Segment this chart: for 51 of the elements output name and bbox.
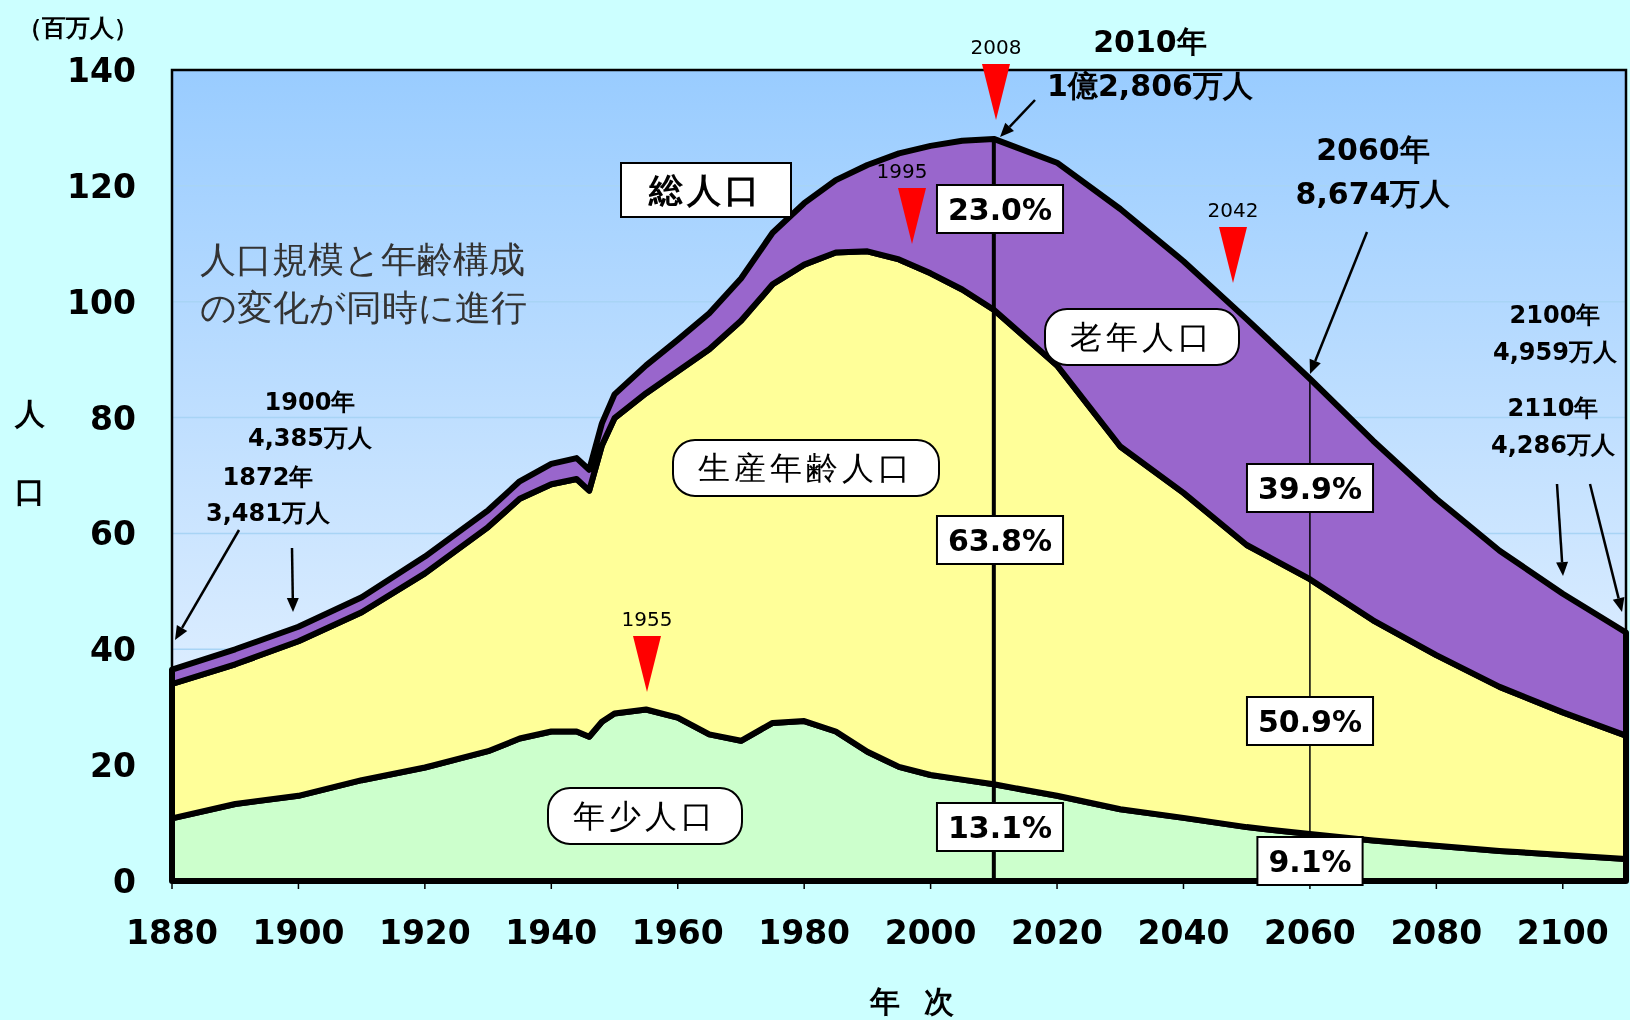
annotation: 63.8% — [947, 523, 1053, 558]
annotation: 1億2,806万人 — [1047, 68, 1254, 103]
annotation: の変化が同時に進行 — [200, 287, 527, 328]
x-axis-title: 年次 — [869, 984, 978, 1019]
y-tick-label: 140 — [67, 51, 136, 90]
annotation: 1872年 — [222, 463, 314, 491]
x-tick-label: 1880 — [126, 913, 218, 952]
annotation: 23.0% — [947, 192, 1053, 227]
x-tick-label: 2040 — [1137, 913, 1230, 952]
annotation: 2100年 — [1509, 301, 1601, 329]
y-tick-label: 60 — [90, 514, 136, 554]
text: 人口 — [15, 396, 45, 509]
y-tick-label: 80 — [90, 398, 136, 438]
annotation: 2110年 — [1507, 394, 1599, 422]
y-tick-label: 120 — [67, 166, 136, 206]
x-tick-label: 1900 — [252, 913, 345, 952]
x-tick-label: 2020 — [1011, 913, 1103, 952]
annotation: 総人口 — [648, 170, 763, 210]
y-tick-label: 0 — [113, 862, 136, 901]
annotation: 4,286万人 — [1491, 431, 1616, 459]
series-label: 生産年齢人口 — [698, 449, 914, 487]
x-tick-label: 2080 — [1390, 913, 1483, 952]
text: 2008 — [970, 35, 1022, 59]
annotation: 4,385万人 — [248, 424, 373, 452]
x-tick-label: 2060 — [1263, 913, 1356, 952]
annotation: 2042 — [1207, 198, 1259, 222]
text: 2010年 — [1093, 24, 1207, 59]
x-tick-label: 2000 — [884, 913, 977, 952]
x-tick-label: 1960 — [631, 913, 724, 952]
annotation: 1995 — [876, 159, 928, 183]
annotation: 2060年 — [1316, 132, 1430, 167]
x-tick-label: 1920 — [378, 913, 471, 952]
annotation: 50.9% — [1257, 704, 1363, 739]
series-label: 老年人口 — [1070, 318, 1214, 356]
annotation: 1900年 — [264, 388, 356, 416]
annotation: 13.1% — [947, 810, 1053, 845]
text: （百万人） — [18, 14, 138, 42]
y-tick-label: 20 — [90, 746, 136, 786]
annotation: 39.9% — [1257, 471, 1363, 506]
annotation: 4,959万人 — [1493, 338, 1618, 366]
annotation: 8,674万人 — [1295, 176, 1452, 211]
series-label: 年少人口 — [573, 797, 717, 835]
annotation: 1955 — [621, 607, 673, 631]
x-tick-label: 1940 — [505, 913, 598, 952]
annotation: 3,481万人 — [206, 499, 331, 527]
y-tick-label: 40 — [90, 630, 136, 670]
x-tick-label: 2100 — [1516, 913, 1609, 952]
annotation: 人口規模と年齢構成 — [200, 239, 525, 280]
x-tick-label: 1980 — [758, 913, 851, 952]
annotation: 9.1% — [1268, 844, 1352, 879]
y-tick-label: 100 — [67, 282, 136, 322]
